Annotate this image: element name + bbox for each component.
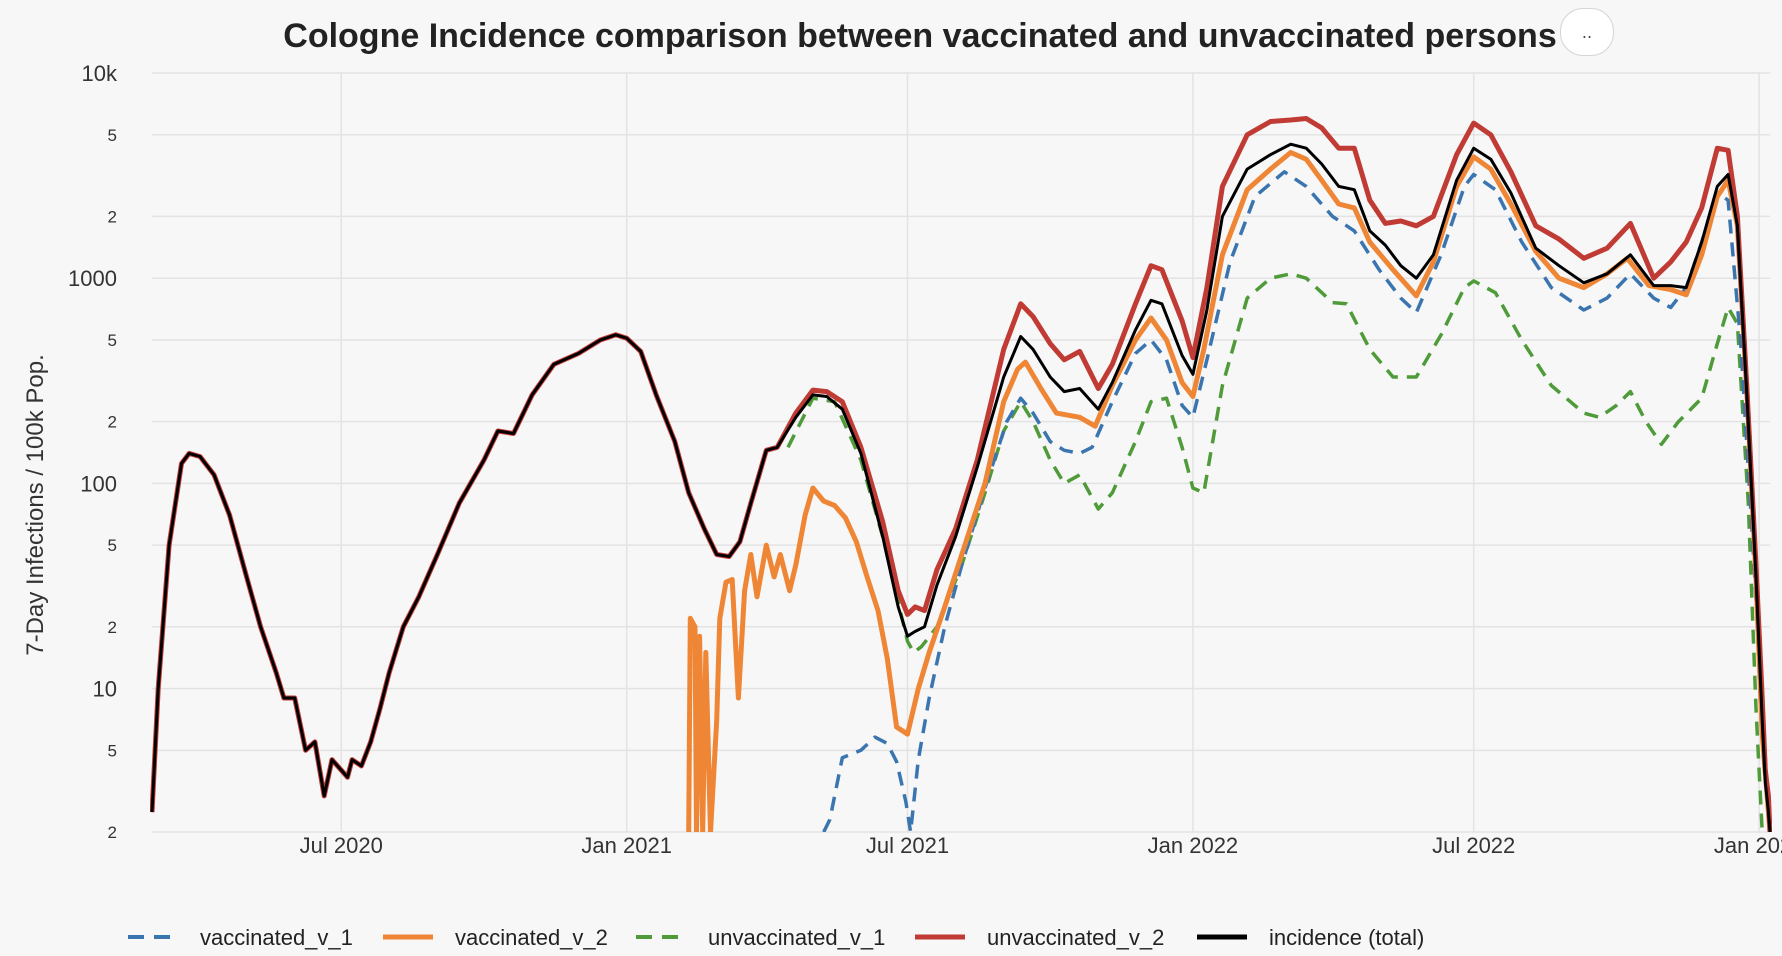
series-line-vaccinated-v-2	[686, 150, 1772, 832]
legend-item[interactable]: vaccinated_v_2	[383, 925, 608, 950]
chart-menu-button[interactable]: ..	[1560, 8, 1614, 56]
y-tick-label: 5	[108, 536, 117, 555]
series-line-incidence-total	[150, 142, 1772, 832]
x-tick-label: Jan 2021	[581, 833, 672, 858]
y-tick-label: 1000	[68, 266, 117, 291]
y-tick-label: 10k	[82, 61, 118, 86]
series-layer	[150, 116, 1772, 832]
x-tick-label: Jul 2020	[300, 833, 383, 858]
y-tick-label: 10	[93, 677, 117, 702]
series-line-unvaccinated-v-1	[786, 272, 1764, 832]
y-tick-label: 100	[80, 471, 117, 496]
legend-label: incidence (total)	[1269, 925, 1424, 950]
y-axis-ticks: 2 5 10 2 5 100 2 5 1000 2 5 10k	[68, 61, 118, 842]
grid-layer	[152, 72, 1770, 833]
x-axis-ticks: Jul 2020 Jan 2021 Jul 2021 Jan 2022 Jul 2022…	[300, 833, 1782, 858]
x-tick-label: Jan 2022	[1148, 833, 1239, 858]
series-line-vaccinated-v-1	[822, 170, 1772, 832]
legend-item[interactable]: incidence (total)	[1197, 925, 1424, 950]
y-tick-label: 2	[108, 823, 117, 842]
y-tick-label: 5	[108, 331, 117, 350]
y-tick-label: 2	[108, 618, 117, 637]
legend-item[interactable]: vaccinated_v_1	[128, 925, 353, 950]
legend-item[interactable]: unvaccinated_v_1	[636, 925, 885, 950]
series-line-unvaccinated-v-2	[150, 116, 1772, 832]
chart-title: Cologne Incidence comparison between vac…	[283, 17, 1556, 55]
legend-label: unvaccinated_v_2	[987, 925, 1164, 950]
legend-label: unvaccinated_v_1	[708, 925, 885, 950]
legend[interactable]: vaccinated_v_1 vaccinated_v_2 unvaccinated…	[128, 925, 1424, 950]
y-tick-label: 2	[108, 413, 117, 432]
legend-label: vaccinated_v_2	[455, 925, 608, 950]
legend-item[interactable]: unvaccinated_v_2	[915, 925, 1164, 950]
y-tick-label: 5	[108, 741, 117, 760]
x-tick-label: Jul 2021	[866, 833, 949, 858]
legend-label: vaccinated_v_1	[200, 925, 353, 950]
y-tick-label: 5	[108, 126, 117, 145]
y-tick-label: 2	[108, 207, 117, 226]
y-axis-label: 7-Day Infections / 100k Pop.	[22, 354, 49, 656]
x-tick-label: Jul 2022	[1432, 833, 1515, 858]
x-tick-label: Jan 2023	[1714, 833, 1782, 858]
